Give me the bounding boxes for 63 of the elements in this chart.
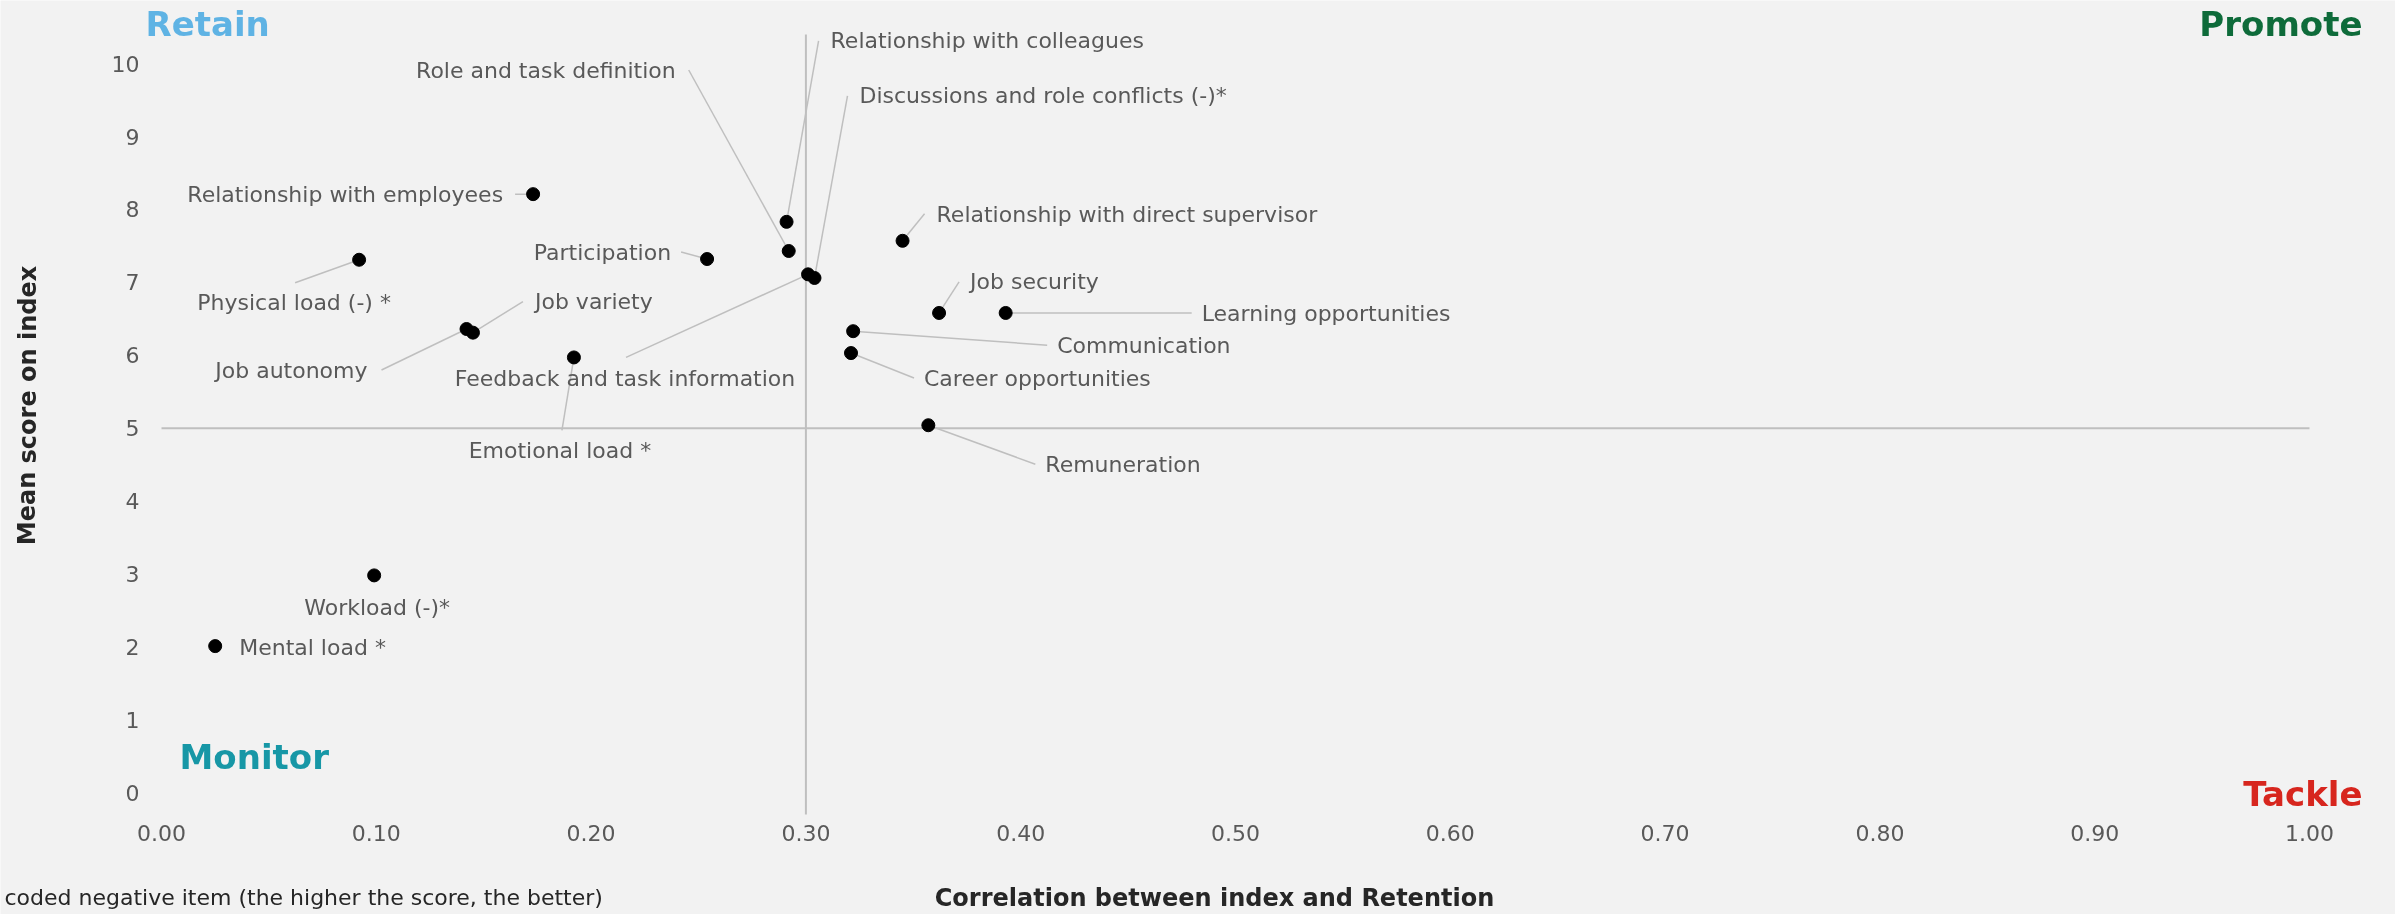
text: Relationship with colleagues [830,28,1144,54]
point [921,418,936,433]
series-label: Participation [533,239,672,265]
text: Discussions and role conflicts (-)* [859,83,1227,109]
point [208,639,223,654]
text: Role and task definition [416,57,676,83]
text: Remuneration [1045,451,1201,477]
point [895,233,910,248]
point [781,244,796,258]
annotation: Retain [145,3,270,44]
x-tick-label: 0.60 [1425,820,1475,846]
x-tick-label: 0.50 [1211,820,1260,846]
point [779,214,794,229]
y-axis-title: Mean score on index [13,265,42,546]
x-tick-label: 0.40 [996,820,1046,846]
x-tick-label: 0.80 [1855,820,1905,846]
text: Job autonomy [213,357,368,383]
x-tick-label: 0.90 [2070,820,2120,846]
x-tick-label: 1.00 [2285,820,2334,846]
point [998,305,1013,320]
point [700,252,715,267]
y-tick-label: 6 [125,343,140,369]
text: Emotional load * [468,437,652,463]
point [465,325,480,340]
x-tick-label: 0.00 [137,820,186,846]
x-tick-label: 0.70 [1640,820,1690,846]
text: Communication [1057,332,1231,358]
series-label: Relationship with employees [187,181,504,207]
text: Feedback and task information [454,365,796,391]
y-tick-label: 2 [125,634,140,660]
point [566,350,581,365]
annotation: Monitor [179,736,330,777]
text: Job variety [532,289,653,315]
y-tick-label: 5 [125,416,140,442]
series-label: Physical load (-) * [197,290,391,316]
x-tick-label: 0.20 [566,820,616,846]
text: coded negative item (the higher the score, the better) [4,885,603,910]
y-tick-label: 1 [125,707,140,733]
point [807,270,822,285]
x-tick-label: 0.30 [781,820,831,846]
y-tick-label: 9 [125,124,140,150]
point [367,568,382,583]
point [846,324,861,339]
y-tick-label: 8 [125,197,140,223]
y-tick-label: 0 [125,780,140,806]
point [844,346,859,361]
point [352,252,367,267]
y-tick-label: 3 [125,561,140,587]
series-label: Job security [968,269,1099,295]
annotation: Promote [2199,3,2363,44]
annotation: Tackle [2243,773,2363,814]
x-tick-label: 0.10 [351,820,401,846]
text: Career opportunities [924,365,1151,391]
x-axis-title: Correlation between index and Retention [934,883,1495,912]
y-tick-label: 4 [125,489,140,515]
y-tick-label: 7 [125,270,140,296]
point [526,187,541,202]
point [932,305,947,320]
series-label: Relationship with direct supervisor [936,202,1319,228]
series-label: Workload (-)* [304,594,451,620]
y-tick-label: 10 [111,51,140,77]
series-label: Mental load * [239,634,386,660]
text: Learning opportunities [1201,301,1451,327]
